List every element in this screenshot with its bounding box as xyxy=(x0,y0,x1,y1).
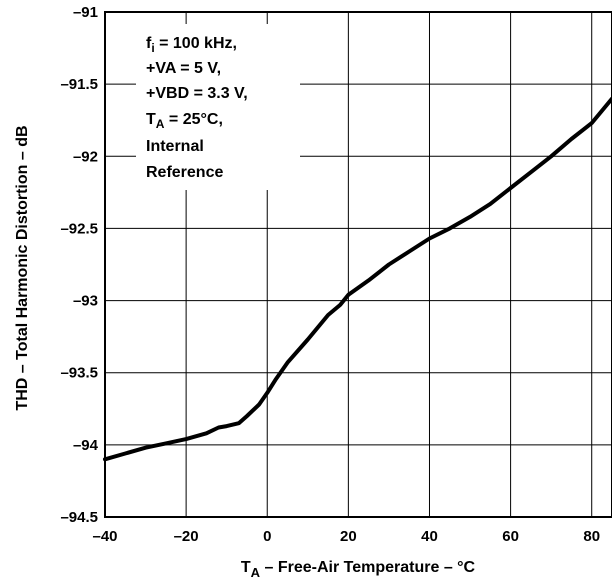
x-tick-labels: –40 –20 0 20 40 60 80 xyxy=(92,528,600,545)
y-tick-label: –91 xyxy=(73,4,98,21)
y-tick-label: –93.5 xyxy=(60,365,98,382)
y-tick-label: –94.5 xyxy=(60,509,98,526)
annotation-background xyxy=(136,24,300,190)
annotation-internal: Internal xyxy=(146,138,204,155)
y-tick-label: –91.5 xyxy=(60,76,98,93)
x-tick-label: –40 xyxy=(92,528,117,545)
plot-frame xyxy=(104,11,612,518)
annotation-reference: Reference xyxy=(146,164,223,181)
annotation: fi = 100 kHz, +VA = 5 V, +VBD = 3.3 V, T… xyxy=(146,35,248,181)
y-axis-label: THD – Total Harmonic Distortion – dB xyxy=(14,125,31,410)
x-tick-label: 80 xyxy=(583,528,600,545)
annotation-va: +VA = 5 V, xyxy=(146,60,221,77)
annotation-ta: TA = 25°C, xyxy=(146,111,223,131)
x-tick-label: 0 xyxy=(263,528,271,545)
x-tick-label: 60 xyxy=(502,528,519,545)
y-tick-label: –93 xyxy=(73,293,98,310)
annotation-vbd: +VBD = 3.3 V, xyxy=(146,85,248,102)
y-tick-labels: –91 –91.5 –92 –92.5 –93 –93.5 –94 –94.5 xyxy=(60,4,98,526)
x-axis-label: TA – Free-Air Temperature – °C xyxy=(241,559,476,580)
y-tick-label: –92 xyxy=(73,148,98,165)
annotation-fi: fi = 100 kHz, xyxy=(146,35,237,55)
thd-series-line xyxy=(103,96,612,462)
y-tick-label: –92.5 xyxy=(60,220,98,237)
y-tick-label: –94 xyxy=(73,437,99,454)
grid-lines xyxy=(104,11,612,518)
series-group xyxy=(103,96,612,462)
x-tick-label: 40 xyxy=(421,528,438,545)
x-tick-label: –20 xyxy=(174,528,199,545)
x-tick-label: 20 xyxy=(340,528,357,545)
